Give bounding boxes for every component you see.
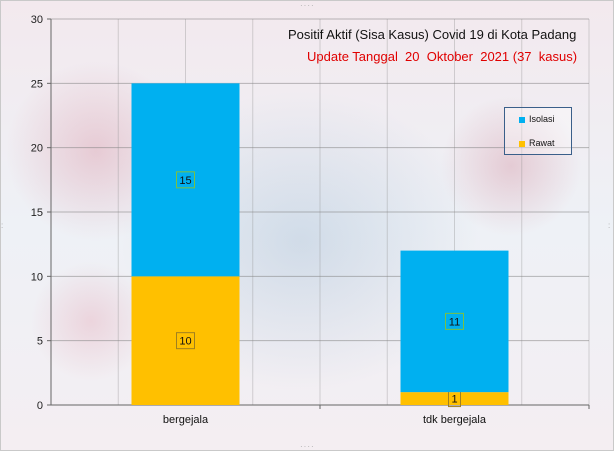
bar-isolasi-1 [131,83,240,277]
resize-handle-top[interactable]: ···· [300,1,315,10]
y-tick-label: 25 [31,78,43,90]
bar-rawat-1 [131,276,240,405]
chart-subtitle: Update Tanggal 20 Oktober 2021 (37 kasus… [307,49,578,64]
bar-rawat-2 [400,392,509,405]
legend-item-rawat: Rawat [519,138,555,148]
data-label: 10 [179,336,191,348]
legend-label-rawat: Rawat [529,138,555,148]
y-tick-label: 10 [31,271,43,283]
resize-handle-left[interactable]: : [1,221,5,230]
data-label-box [176,332,195,350]
legend-swatch-rawat [519,140,525,147]
legend-item-isolasi: Isolasi [519,114,555,124]
x-tick-label: bergejala [163,414,209,426]
y-tick-label: 5 [37,336,43,348]
legend-swatch-isolasi [519,116,525,123]
data-label: 11 [449,316,460,328]
chart-title: Positif Aktif (Sisa Kasus) Covid 19 di K… [288,27,577,42]
resize-handle-right[interactable]: : [608,221,612,230]
legend-label-isolasi: Isolasi [529,114,555,124]
data-label: 1 [451,394,457,406]
y-tick-label: 20 [31,143,43,155]
y-tick-label: 30 [31,14,43,26]
data-label: 15 [179,175,191,187]
data-label-box [445,312,464,330]
y-tick-label: 0 [37,400,43,412]
data-label-box [176,171,195,189]
bar-isolasi-2 [400,250,509,393]
x-tick-label: tdk bergejala [423,414,487,426]
y-tick-label: 15 [31,207,43,219]
resize-handle-bottom[interactable]: ···· [300,442,315,451]
legend: Isolasi Rawat [504,107,572,155]
